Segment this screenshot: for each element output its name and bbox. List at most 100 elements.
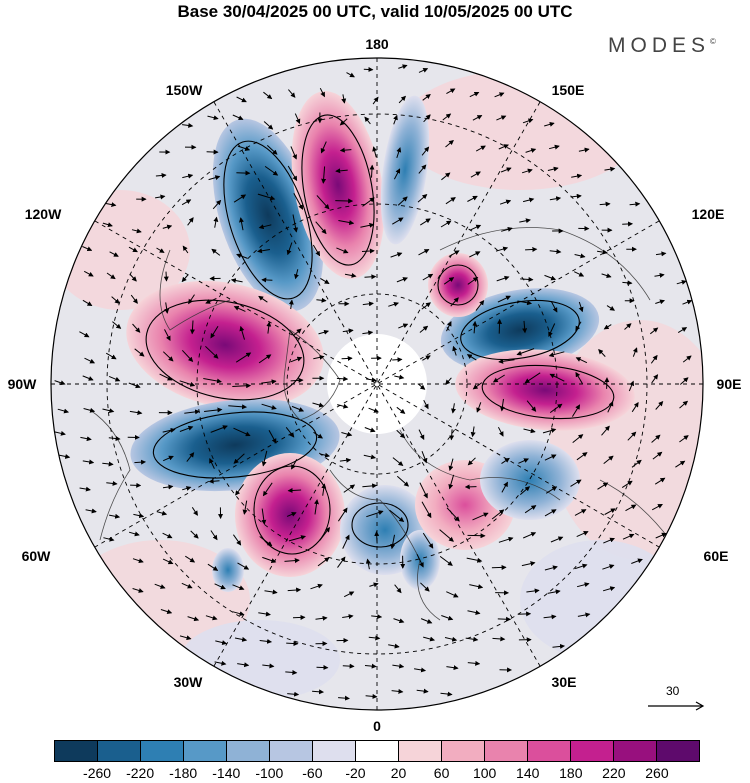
colorbar-cell — [98, 741, 141, 761]
wind-arrow — [342, 534, 350, 549]
wind-arrow — [622, 280, 633, 286]
colorbar-tick-label: -60 — [302, 765, 323, 781]
lon-label-30e: 30E — [551, 674, 577, 690]
wind-arrow — [205, 615, 218, 621]
wind-arrow — [419, 325, 429, 333]
wind-arrow — [364, 274, 377, 280]
wind-arrow — [132, 558, 144, 564]
wind-arrow — [164, 302, 170, 314]
wind-arrow — [102, 222, 113, 228]
wind-arrow — [211, 248, 221, 256]
wind-arrow — [446, 321, 452, 332]
wind-arrow — [232, 611, 245, 617]
wind-arrow — [655, 532, 667, 539]
anomaly-negative-west-siberia — [480, 440, 580, 520]
wind-arrow — [259, 536, 273, 547]
wind-arrow — [230, 278, 243, 284]
wind-arrow — [208, 175, 221, 181]
wind-arrow — [525, 148, 537, 153]
wind-arrow — [548, 323, 556, 337]
wind-arrow — [390, 534, 396, 550]
reference-vector-arrow — [648, 701, 705, 711]
wind-arrow — [472, 320, 478, 334]
wind-arrow — [597, 482, 609, 490]
wind-arrow — [288, 299, 294, 310]
wind-arrow — [364, 116, 371, 125]
anomaly-negative-siberia — [440, 288, 600, 372]
wind-arrow — [604, 508, 616, 515]
wind-arrow — [315, 221, 327, 235]
wind-arrow — [607, 401, 614, 413]
wind-arrow — [313, 354, 325, 360]
wind-arrow — [469, 584, 484, 590]
wind-arrow — [286, 640, 299, 646]
colorbar-cell — [657, 741, 699, 761]
wind-arrow — [181, 349, 194, 363]
wind-arrow — [417, 383, 426, 390]
wind-arrow — [156, 510, 168, 516]
graticule — [51, 58, 703, 710]
wind-arrow — [391, 688, 404, 694]
wind-arrow — [448, 474, 455, 490]
wind-arrow — [181, 199, 192, 206]
wind-arrow — [237, 662, 250, 668]
colorbar-tick-label: 60 — [433, 765, 450, 781]
wind-arrow — [239, 217, 244, 231]
wind-arrow — [57, 408, 70, 414]
wind-arrow — [682, 355, 692, 363]
wind-arrow — [392, 217, 404, 225]
wind-arrow — [369, 582, 379, 588]
wind-arrow — [293, 193, 304, 210]
wind-arrow — [598, 348, 606, 357]
wind-arrow — [312, 244, 321, 257]
wind-arrow — [526, 588, 540, 594]
colorbar-cell — [356, 741, 399, 761]
wind-arrow — [109, 251, 119, 257]
wind-arrow — [544, 454, 557, 461]
wind-arrow — [422, 532, 434, 549]
colorbar-cell — [399, 741, 442, 761]
wind-arrow — [499, 398, 505, 412]
wind-arrow — [232, 584, 245, 591]
wind-arrow — [418, 68, 429, 73]
wind-arrow — [679, 377, 689, 385]
wind-arrow — [498, 358, 515, 364]
wind-arrow — [475, 145, 486, 152]
wind-arrow — [163, 271, 169, 282]
wind-arrow — [286, 242, 293, 256]
wind-arrow — [543, 614, 557, 620]
wind-arrow — [336, 247, 349, 254]
wind-arrow — [182, 245, 189, 254]
wind-arrow — [264, 165, 279, 176]
wind-arrow — [162, 455, 174, 462]
wind-arrow — [80, 436, 92, 442]
wind-arrow — [266, 321, 272, 334]
wind-arrow — [446, 591, 459, 598]
wind-arrow — [423, 399, 429, 410]
wind-arrow — [440, 220, 452, 228]
wind-arrow — [312, 689, 325, 695]
wind-arrow — [651, 434, 661, 443]
lon-label-180: 180 — [365, 36, 389, 52]
wind-arrow — [105, 352, 117, 360]
wind-arrow — [632, 347, 638, 357]
wind-arrow — [290, 356, 303, 363]
wind-arrow — [187, 616, 200, 622]
wind-arrow — [448, 250, 460, 258]
wind-arrow — [372, 146, 378, 158]
wind-arrow — [188, 294, 195, 305]
wind-arrow — [549, 373, 565, 382]
wind-arrow — [294, 113, 301, 125]
colorbar-cell — [313, 741, 356, 761]
wind-vectors — [54, 64, 693, 701]
wind-arrow — [604, 166, 616, 172]
wind-arrow — [682, 299, 693, 305]
wind-arrow — [162, 558, 174, 565]
wind-arrow — [85, 508, 97, 514]
lon-label-60e: 60E — [703, 548, 729, 564]
lon-label-30w: 30W — [173, 674, 203, 690]
wind-arrow — [344, 273, 357, 278]
wind-arrow — [441, 615, 454, 621]
wind-arrow — [522, 320, 528, 334]
wind-arrow — [103, 536, 115, 542]
